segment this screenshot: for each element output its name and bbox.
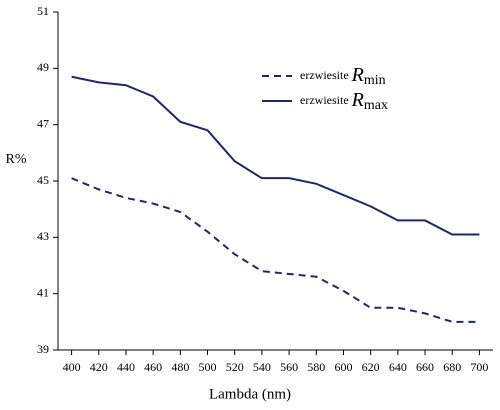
legend-text: erzwiesite: [300, 93, 352, 107]
y-tick-label: 41: [37, 285, 49, 299]
y-tick-label: 49: [37, 60, 49, 74]
x-tick-label: 460: [144, 360, 162, 374]
y-axis-label: R%: [6, 152, 27, 167]
legend-subscript: min: [364, 73, 386, 88]
x-tick-label: 640: [389, 360, 407, 374]
x-tick-label: 660: [416, 360, 434, 374]
x-tick-label: 400: [63, 360, 81, 374]
y-tick-label: 47: [37, 116, 49, 130]
series-line: [71, 75, 480, 236]
y-tick-label: 45: [37, 173, 49, 187]
y-tick-label: 39: [37, 342, 49, 356]
x-tick-label: 500: [199, 360, 217, 374]
x-tick-label: 560: [280, 360, 298, 374]
legend-symbol: R: [351, 89, 364, 111]
x-tick-label: 620: [362, 360, 380, 374]
x-tick-label: 700: [470, 360, 488, 374]
x-tick-label: 440: [117, 360, 135, 374]
x-tick-label: 420: [90, 360, 108, 374]
legend-symbol: R: [351, 64, 364, 86]
x-tick-label: 520: [226, 360, 244, 374]
legend-label: erzwiesite Rmax: [300, 89, 388, 114]
legend-text: erzwiesite: [300, 68, 352, 82]
x-tick-label: 580: [307, 360, 325, 374]
legend-subscript: max: [364, 98, 388, 113]
series-line: [71, 177, 480, 323]
y-tick-label: 51: [37, 4, 49, 18]
x-axis-label: Lambda (nm): [209, 386, 291, 402]
x-tick-label: 540: [253, 360, 271, 374]
x-tick-label: 600: [334, 360, 352, 374]
y-tick-label: 43: [37, 229, 49, 243]
x-tick-label: 680: [443, 360, 461, 374]
x-tick-label: 480: [171, 360, 189, 374]
legend-label: erzwiesite Rmin: [300, 64, 386, 89]
